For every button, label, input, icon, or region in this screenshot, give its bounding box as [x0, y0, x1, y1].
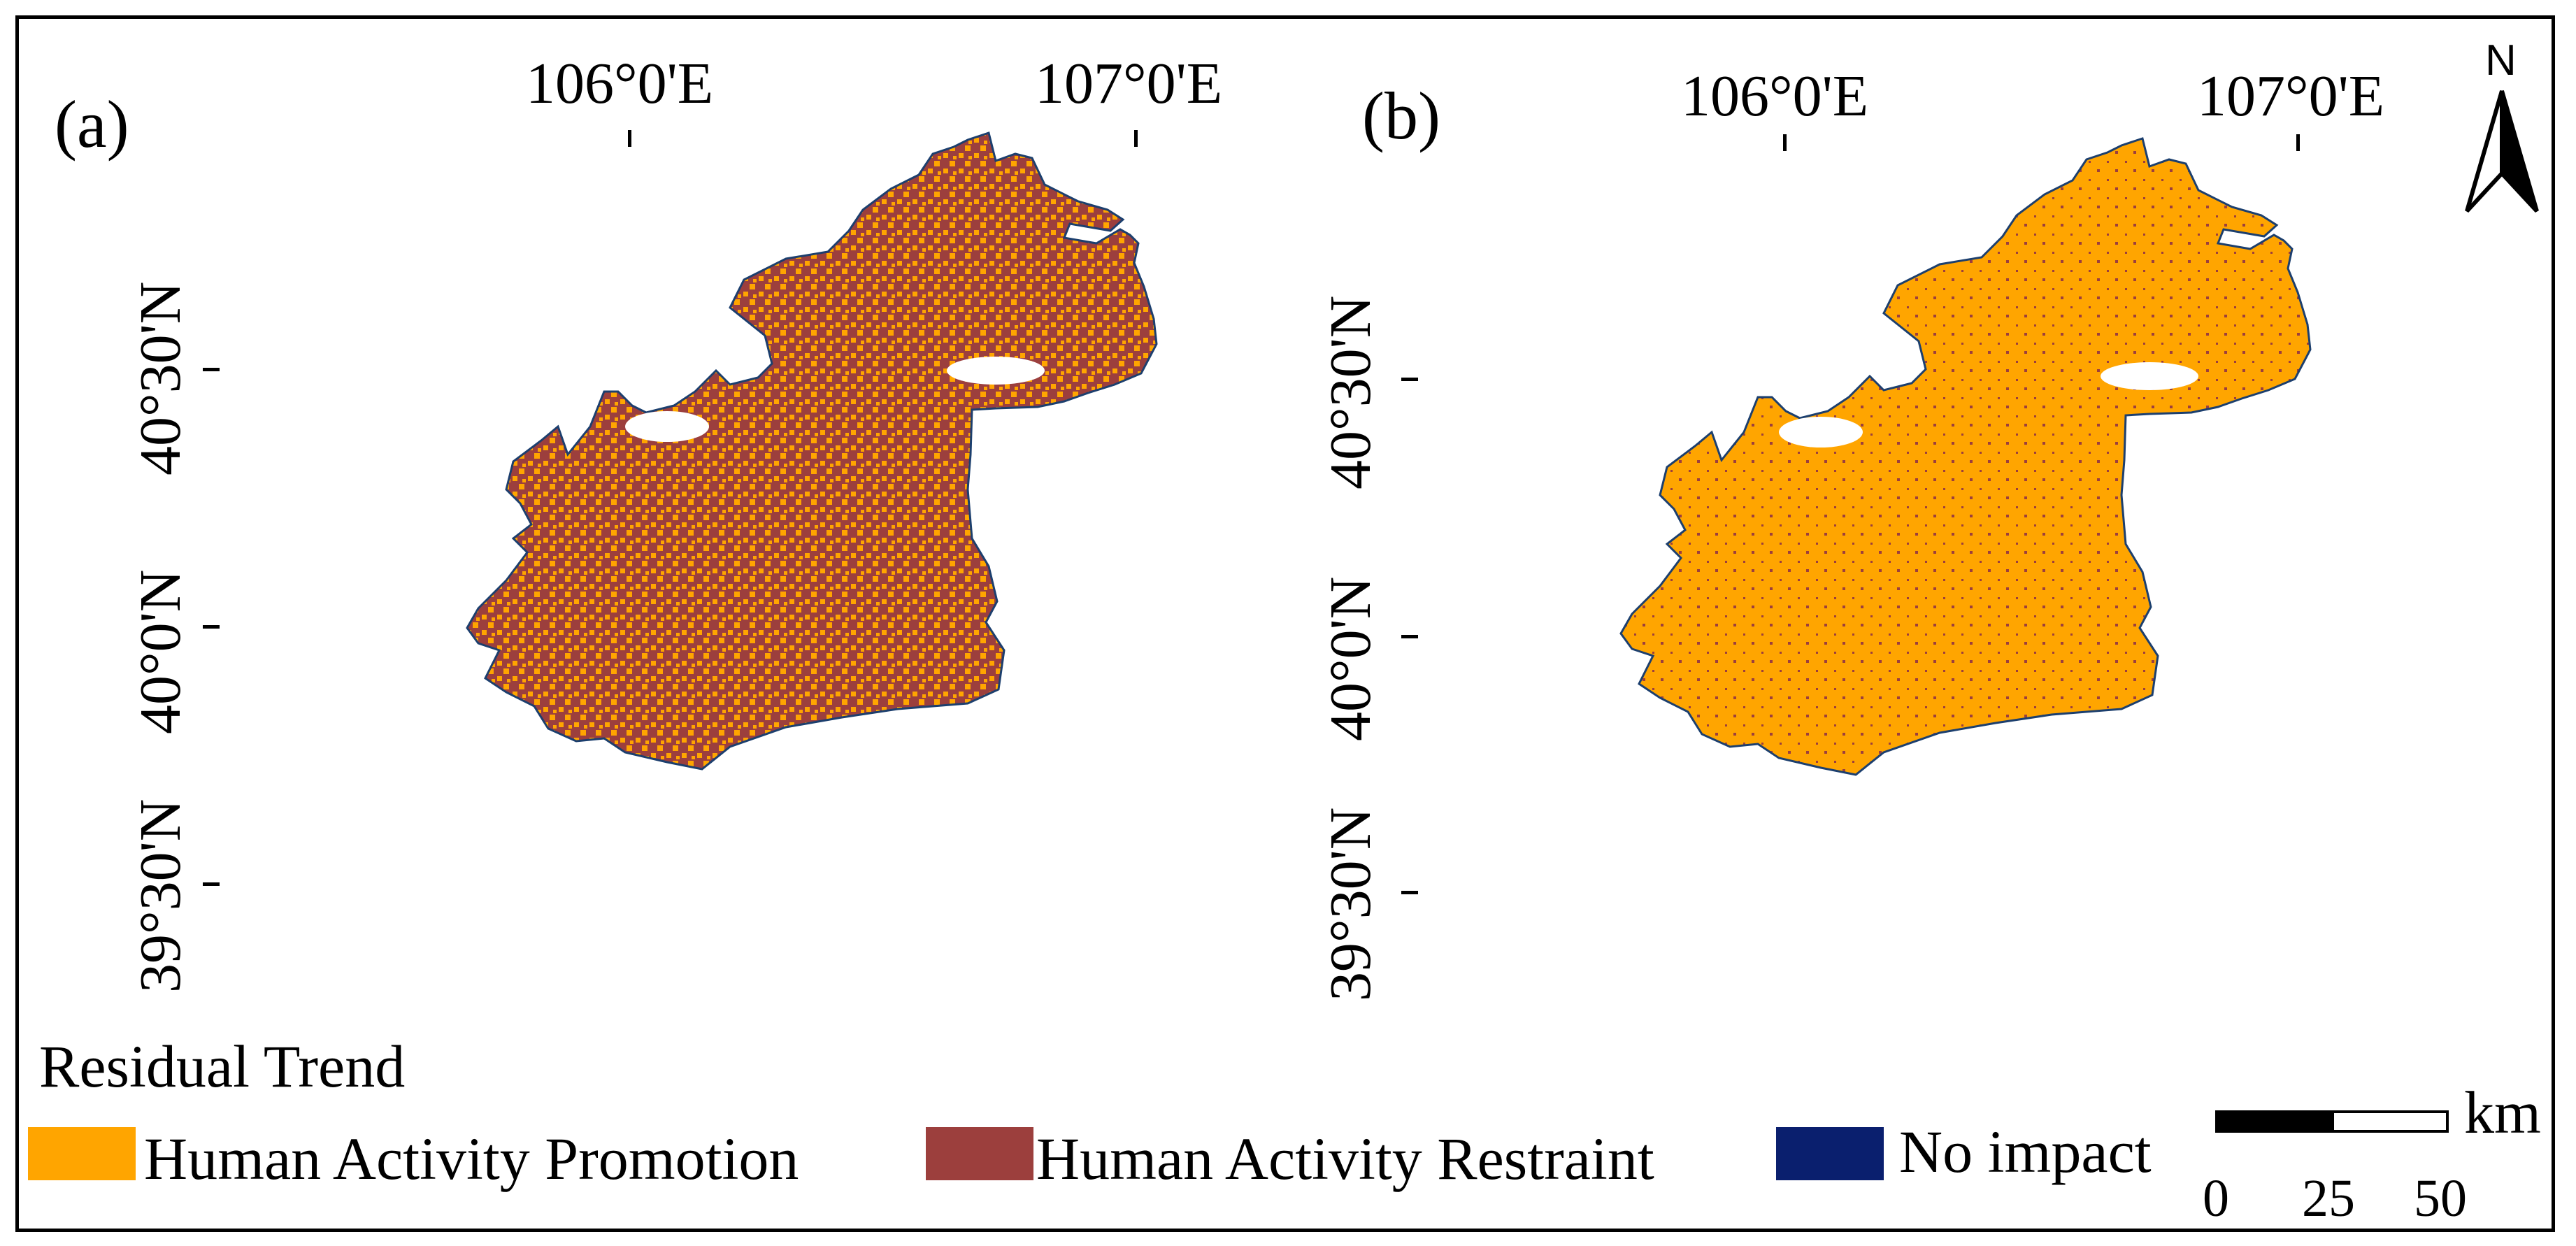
- panel-a-lat-label-4000: 40°0'N: [128, 569, 193, 734]
- legend-swatch-restraint: [926, 1127, 1033, 1180]
- panel-b-lon-tick: [2296, 134, 2300, 151]
- legend-title: Residual Trend: [39, 1033, 406, 1100]
- map-frame: [15, 15, 2555, 1232]
- legend-swatch-promotion: [28, 1127, 136, 1180]
- north-arrow-icon: [2465, 90, 2539, 213]
- panel-b-lat-label-4000: 40°0'N: [1318, 576, 1383, 741]
- north-label: N: [2485, 36, 2517, 85]
- legend-label-promotion: Human Activity Promotion: [144, 1125, 799, 1192]
- panel-a-lat-tick: [203, 882, 220, 886]
- panel-b-lat-label-3930: 39°30'N: [1318, 807, 1383, 1001]
- scale-bar: [2215, 1110, 2449, 1133]
- panel-a-lon-tick: [1134, 130, 1138, 147]
- scale-bar-tick-25: 25: [2302, 1169, 2355, 1228]
- panel-b-lat-label-4030: 40°30'N: [1318, 295, 1383, 489]
- panel-a-label: (a): [55, 87, 129, 162]
- panel-b-lon-tick: [1783, 134, 1787, 151]
- legend-swatch-no-impact: [1776, 1127, 1884, 1180]
- panel-b-label: (b): [1362, 78, 1440, 153]
- panel-b-lon-label-107: 107°0'E: [2197, 64, 2385, 129]
- panel-a-lat-tick: [203, 368, 220, 371]
- panel-a-lat-tick: [203, 625, 220, 629]
- panel-a-map-region: [466, 131, 1158, 771]
- panel-a-lon-tick: [628, 130, 631, 147]
- panel-b-lat-tick: [1401, 378, 1418, 381]
- scale-bar-tick-0: 0: [2203, 1169, 2229, 1228]
- scale-bar-unit: km: [2464, 1079, 2541, 1146]
- panel-b-lat-tick: [1401, 635, 1418, 638]
- panel-b-map-region: [1619, 137, 2312, 776]
- legend-label-restraint: Human Activity Restraint: [1036, 1125, 1654, 1192]
- panel-a-lon-label-107: 107°0'E: [1035, 51, 1223, 116]
- legend-label-no-impact: No impact: [1899, 1118, 2152, 1185]
- panel-a-lat-label-4030: 40°30'N: [128, 281, 193, 475]
- panel-a-lat-label-3930: 39°30'N: [128, 799, 193, 993]
- panel-b-lon-label-106: 106°0'E: [1681, 64, 1869, 129]
- panel-a-lon-label-106: 106°0'E: [526, 51, 714, 116]
- panel-b-lat-tick: [1401, 891, 1418, 894]
- scale-bar-tick-50: 50: [2414, 1169, 2467, 1228]
